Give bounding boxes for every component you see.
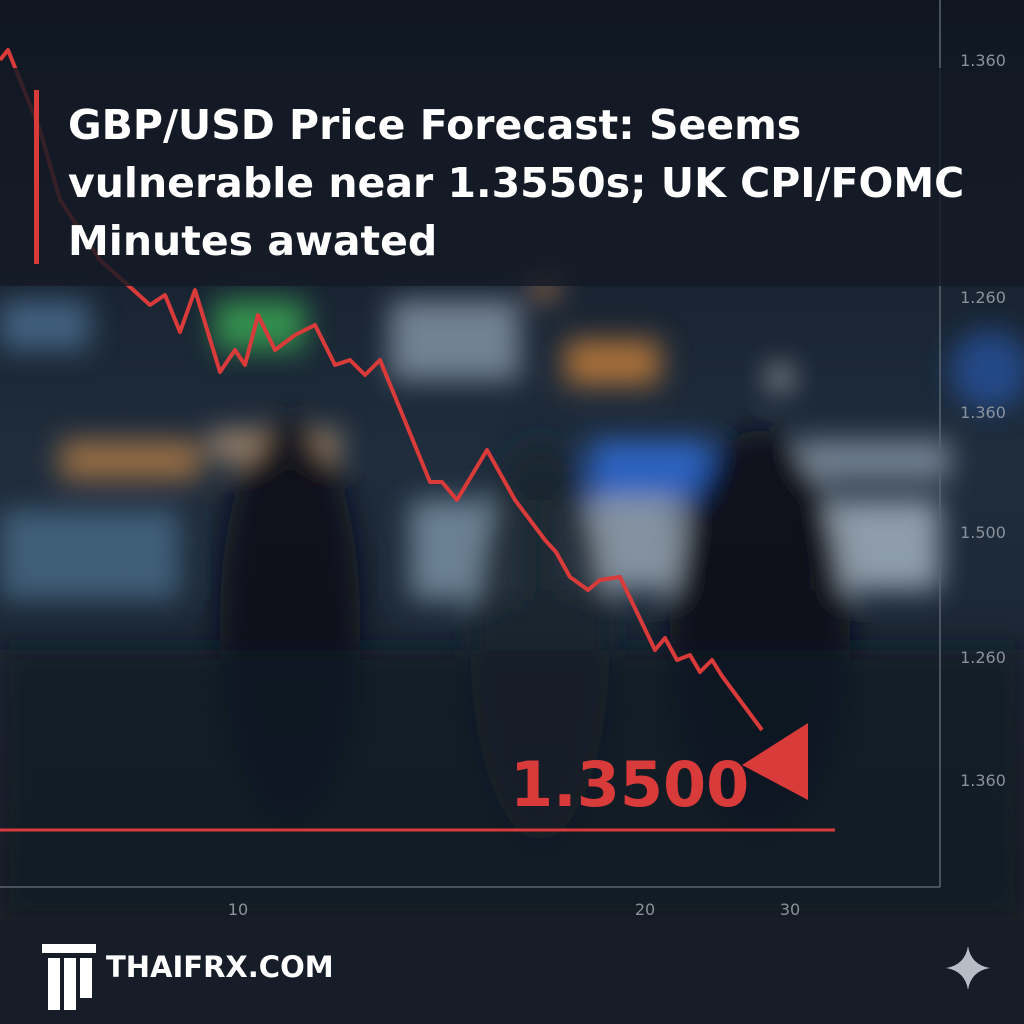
x-axis-label: 20: [635, 900, 655, 919]
price-label: 1.3500: [510, 748, 749, 821]
x-axis-labels: 10 20 30: [228, 900, 800, 919]
y-axis-label: 1.360: [960, 51, 1006, 70]
footer: [0, 920, 1024, 1024]
sparkle-icon: [946, 946, 990, 990]
x-axis-label: 10: [228, 900, 248, 919]
footer-icons: [42, 944, 990, 1010]
headline: GBP/USD Price Forecast: Seems vulnerable…: [68, 101, 965, 265]
x-axis-label: 30: [780, 900, 800, 919]
y-axis-label: 1.260: [960, 288, 1006, 307]
price-pointer: [742, 723, 808, 800]
headline-band: [0, 68, 1024, 286]
y-axis-label: 1.360: [960, 771, 1006, 790]
price-line: [0, 48, 764, 732]
headline-accent: [34, 90, 39, 264]
y-axis-label: 1.500: [960, 523, 1006, 542]
y-axis-label: 1.360: [960, 403, 1006, 422]
brand-logo: [42, 944, 96, 1010]
blurred-scene: [0, 274, 1024, 920]
y-axis-label: 1.260: [960, 648, 1006, 667]
brand-name: THAIFRX.COM: [106, 950, 334, 984]
y-axis-labels: 1.360 1.260 1.360 1.500 1.260 1.360: [960, 51, 1006, 790]
